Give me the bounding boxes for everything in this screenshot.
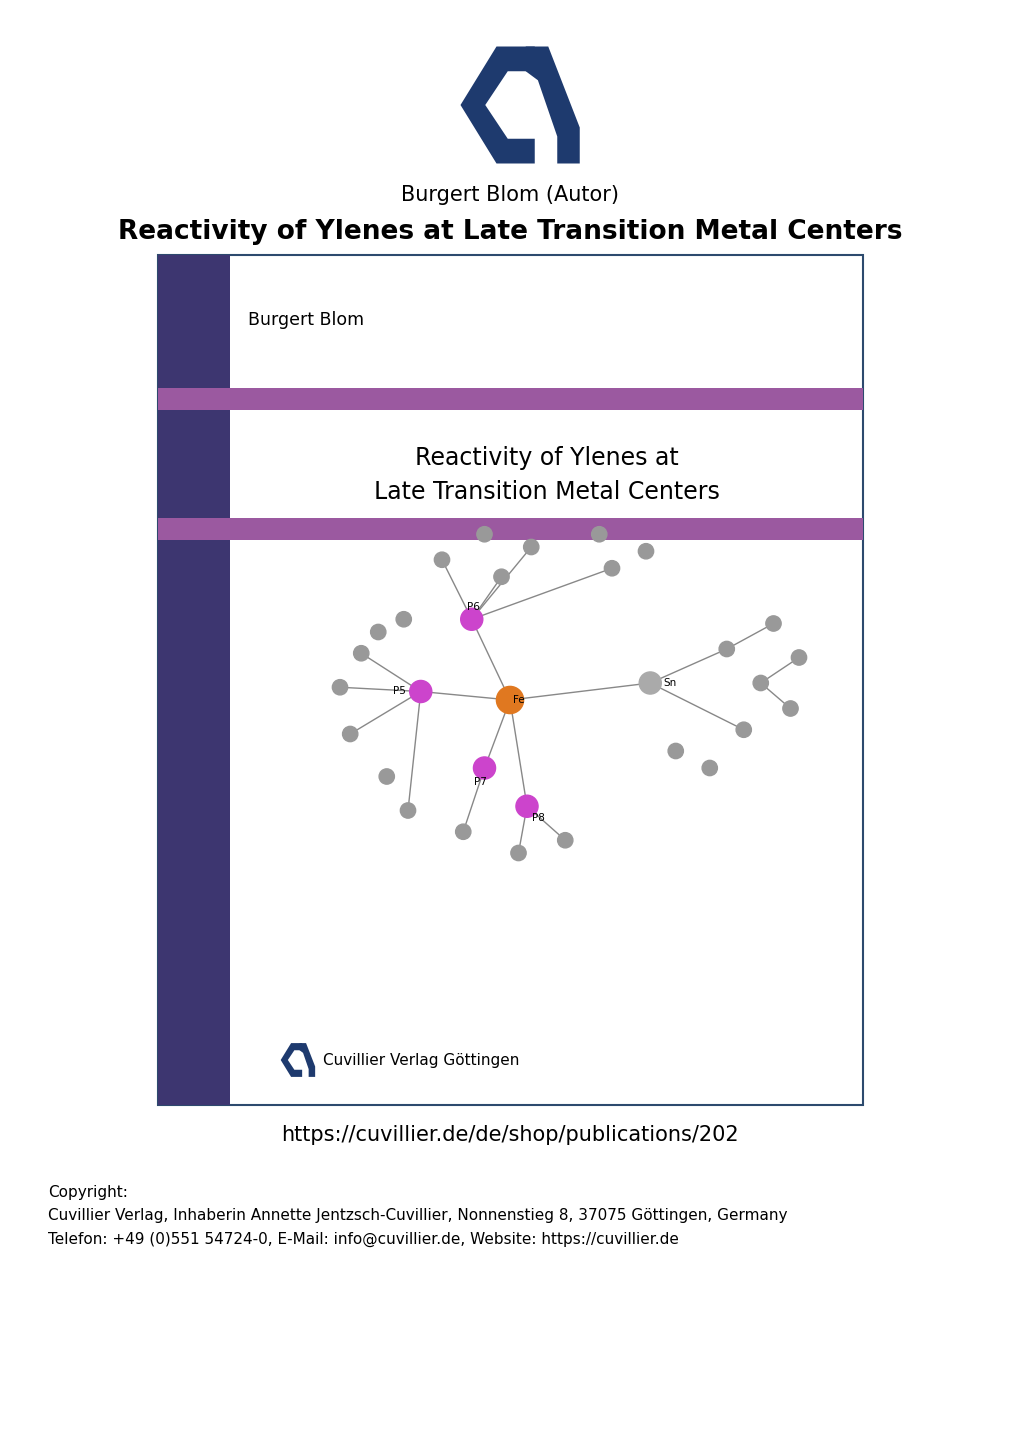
Circle shape — [718, 641, 734, 657]
Text: P6: P6 — [467, 602, 479, 612]
Circle shape — [591, 527, 606, 541]
Circle shape — [493, 569, 508, 585]
Circle shape — [342, 726, 358, 742]
Text: P7: P7 — [474, 777, 486, 787]
Circle shape — [473, 757, 495, 778]
Circle shape — [752, 676, 767, 690]
Text: Sn: Sn — [663, 679, 677, 687]
Text: Reactivity of Ylenes at
Late Transition Metal Centers: Reactivity of Ylenes at Late Transition … — [373, 446, 718, 504]
Text: P5: P5 — [392, 686, 406, 696]
Circle shape — [395, 612, 411, 627]
Circle shape — [783, 700, 797, 716]
Circle shape — [461, 608, 482, 631]
Circle shape — [496, 686, 523, 713]
Circle shape — [557, 832, 573, 848]
Circle shape — [603, 560, 620, 576]
Circle shape — [410, 680, 431, 703]
Circle shape — [765, 616, 781, 631]
Bar — [158, 255, 862, 1106]
Text: P8: P8 — [532, 813, 545, 823]
Circle shape — [791, 650, 806, 666]
Circle shape — [639, 671, 660, 695]
Circle shape — [332, 680, 347, 695]
Circle shape — [455, 825, 471, 839]
Circle shape — [638, 544, 653, 559]
Circle shape — [516, 796, 538, 818]
Circle shape — [379, 768, 394, 784]
Text: Reactivity of Ylenes at Late Transition Metal Centers: Reactivity of Ylenes at Late Transition … — [117, 218, 902, 245]
Bar — [158, 388, 862, 410]
Circle shape — [354, 645, 369, 661]
Text: https://cuvillier.de/de/shop/publications/202: https://cuvillier.de/de/shop/publication… — [281, 1124, 738, 1145]
Circle shape — [667, 744, 683, 758]
Circle shape — [523, 540, 538, 554]
Polygon shape — [300, 1043, 315, 1077]
Circle shape — [434, 553, 449, 567]
Circle shape — [701, 760, 716, 776]
Bar — [158, 255, 229, 1106]
Circle shape — [399, 803, 416, 818]
Text: Copyright:
Cuvillier Verlag, Inhaberin Annette Jentzsch-Cuvillier, Nonnenstieg 8: Copyright: Cuvillier Verlag, Inhaberin A… — [48, 1185, 787, 1247]
Bar — [158, 518, 862, 540]
Polygon shape — [525, 46, 579, 164]
Circle shape — [477, 527, 492, 541]
Circle shape — [511, 845, 526, 861]
Text: Fe: Fe — [513, 695, 525, 705]
Text: Burgert Blom: Burgert Blom — [248, 311, 364, 328]
Polygon shape — [280, 1043, 302, 1077]
Circle shape — [736, 722, 751, 738]
Text: Burgert Blom (Autor): Burgert Blom (Autor) — [400, 185, 619, 205]
Text: Cuvillier Verlag Göttingen: Cuvillier Verlag Göttingen — [323, 1052, 519, 1068]
Polygon shape — [460, 46, 534, 164]
Circle shape — [370, 624, 385, 640]
